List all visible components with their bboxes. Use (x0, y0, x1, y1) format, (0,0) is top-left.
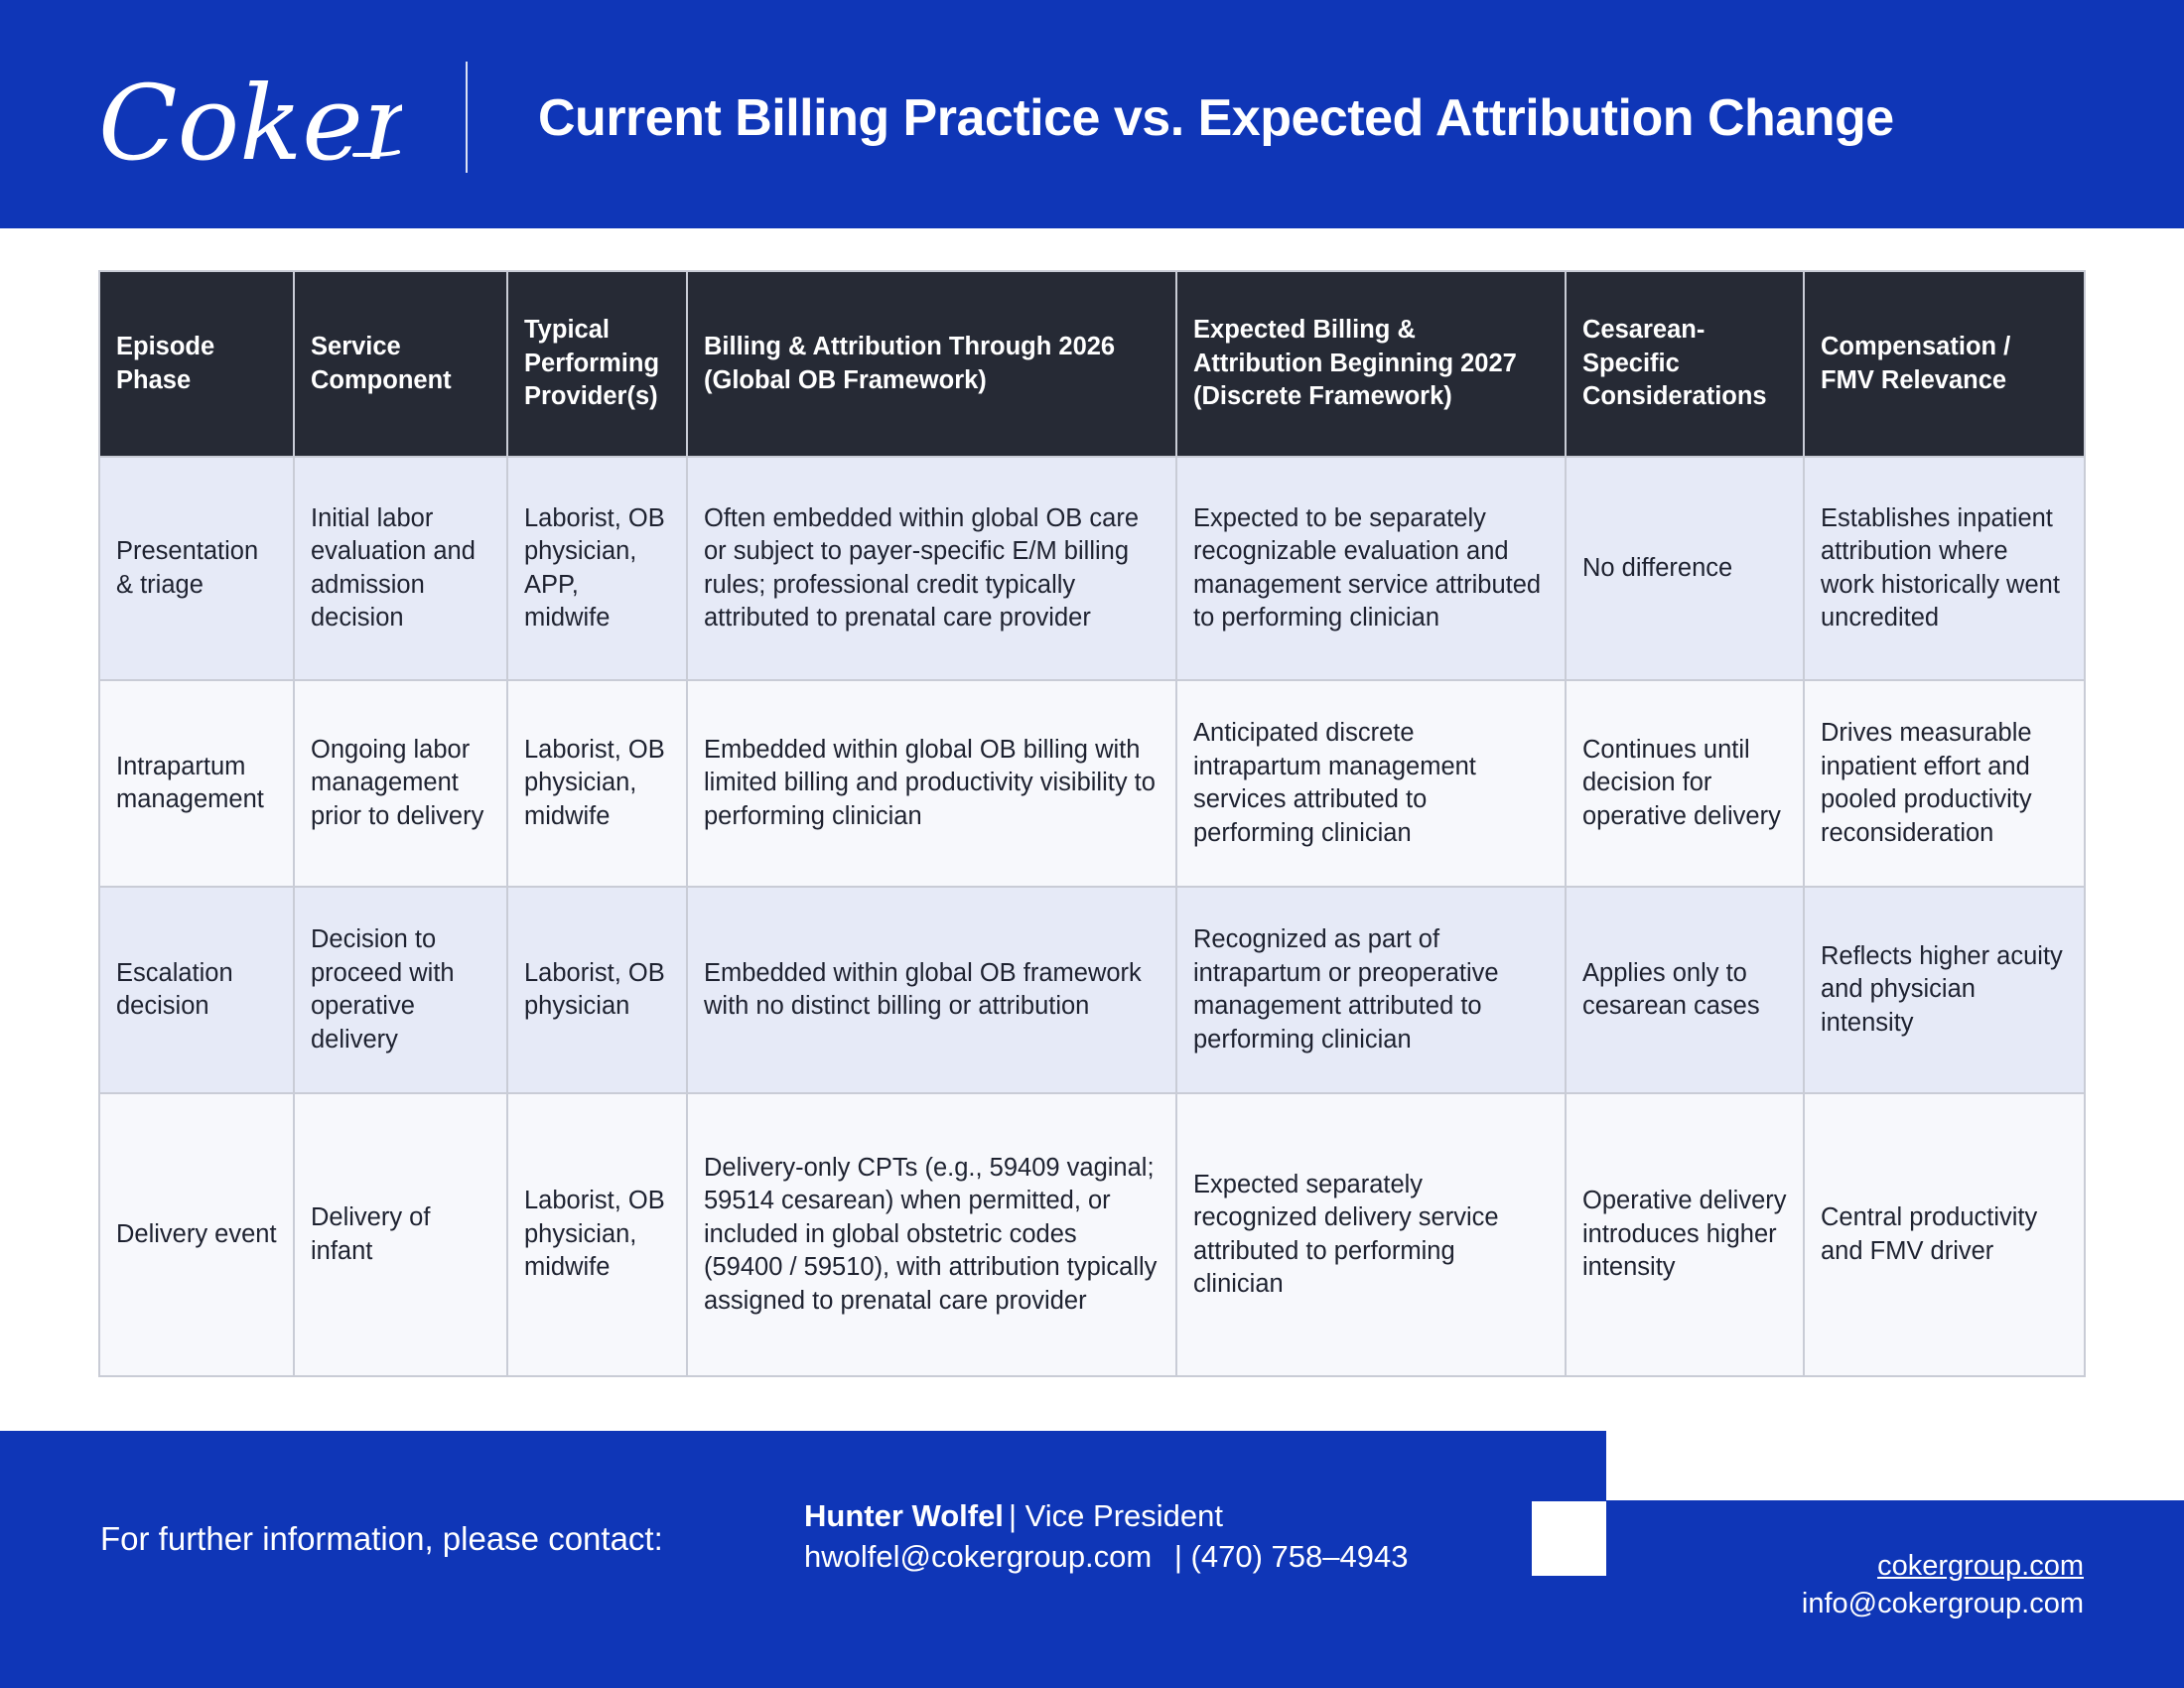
table-cell: Applies only to cesarean cases (1565, 886, 1805, 1094)
contact-title: | Vice President (1009, 1498, 1223, 1533)
table-row: Delivery event Delivery of infant Labori… (98, 1092, 2086, 1377)
table-cell: Laborist, OB physician, midwife (506, 679, 688, 888)
header-divider (466, 62, 468, 173)
header-service-component: Service Component (293, 270, 508, 458)
contact-prompt: For further information, please contact: (100, 1520, 663, 1557)
footer-notch-decoration (1606, 1431, 2184, 1500)
header-performing-provider: Typical Performing Provider(s) (506, 270, 688, 458)
header-compensation-fmv: Compensation / FMV Relevance (1803, 270, 2086, 458)
page-header: Coker Current Billing Practice vs. Expec… (0, 0, 2184, 228)
table-cell: Delivery event (98, 1092, 295, 1377)
table-cell: Continues until decision for operative d… (1565, 679, 1805, 888)
table-header-row: Episode Phase Service Component Typical … (98, 270, 2086, 458)
table-cell: Delivery of infant (293, 1092, 508, 1377)
contact-phone: | (470) 758–4943 (1173, 1539, 1409, 1574)
header-cesarean-considerations: Cesarean-Specific Considerations (1565, 270, 1805, 458)
coker-logo: Coker (94, 52, 402, 181)
table-row: Escalation decision Decision to proceed … (98, 886, 2086, 1094)
table-cell: Initial labor evaluation and admission d… (293, 456, 508, 681)
table-cell: Ongoing labor management prior to delive… (293, 679, 508, 888)
table-cell: Embedded within global OB billing with l… (686, 679, 1177, 888)
table-cell: Laborist, OB physician (506, 886, 688, 1094)
contact-details: hwolfel@cokergroup.com | (470) 758–4943 (804, 1536, 1408, 1578)
table-cell: Often embedded within global OB care or … (686, 456, 1177, 681)
table-cell: No difference (1565, 456, 1805, 681)
table-cell: Expected separately recognized delivery … (1175, 1092, 1567, 1377)
header-billing-through-2026: Billing & Attribution Through 2026 (Glob… (686, 270, 1177, 458)
table-cell: Establishes inpatient attribution where … (1803, 456, 2086, 681)
table-cell: Laborist, OB physician, APP, midwife (506, 456, 688, 681)
table-cell: Presentation & triage (98, 456, 295, 681)
table-cell: Expected to be separately recognizable e… (1175, 456, 1567, 681)
table-cell: Escalation decision (98, 886, 295, 1094)
website-link[interactable]: cokergroup.com (1877, 1550, 2084, 1582)
table-cell: Reflects higher acuity and physician int… (1803, 886, 2086, 1094)
table-cell: Central productivity and FMV driver (1803, 1092, 2086, 1377)
table-cell: Operative delivery introduces higher int… (1565, 1092, 1805, 1377)
info-email-link[interactable]: info@cokergroup.com (1801, 1588, 2084, 1619)
logo-wordmark: Coker (98, 63, 402, 181)
table-cell: Intrapartum management (98, 679, 295, 888)
page-title: Current Billing Practice vs. Expected At… (538, 89, 1894, 147)
page-footer: For further information, please contact:… (0, 1431, 2184, 1688)
contact-email-link[interactable]: hwolfel@cokergroup.com (804, 1539, 1153, 1574)
comparison-table-container: Episode Phase Service Component Typical … (98, 270, 2086, 1377)
table-cell: Anticipated discrete intrapartum managem… (1175, 679, 1567, 888)
table-cell: Delivery-only CPTs (e.g., 59409 vaginal;… (686, 1092, 1177, 1377)
table-cell: Embedded within global OB framework with… (686, 886, 1177, 1094)
table-cell: Laborist, OB physician, midwife (506, 1092, 688, 1377)
footer-square-decoration (1532, 1501, 1606, 1576)
contact-name: Hunter Wolfel (804, 1498, 1004, 1533)
header-episode-phase: Episode Phase (98, 270, 295, 458)
header-billing-beginning-2027: Expected Billing & Attribution Beginning… (1175, 270, 1567, 458)
comparison-table: Episode Phase Service Component Typical … (98, 270, 2086, 1377)
table-cell: Recognized as part of intrapartum or pre… (1175, 886, 1567, 1094)
table-row: Intrapartum management Ongoing labor man… (98, 679, 2086, 888)
table-cell: Drives measurable inpatient effort and p… (1803, 679, 2086, 888)
table-row: Presentation & triage Initial labor eval… (98, 456, 2086, 681)
table-cell: Decision to proceed with operative deliv… (293, 886, 508, 1094)
